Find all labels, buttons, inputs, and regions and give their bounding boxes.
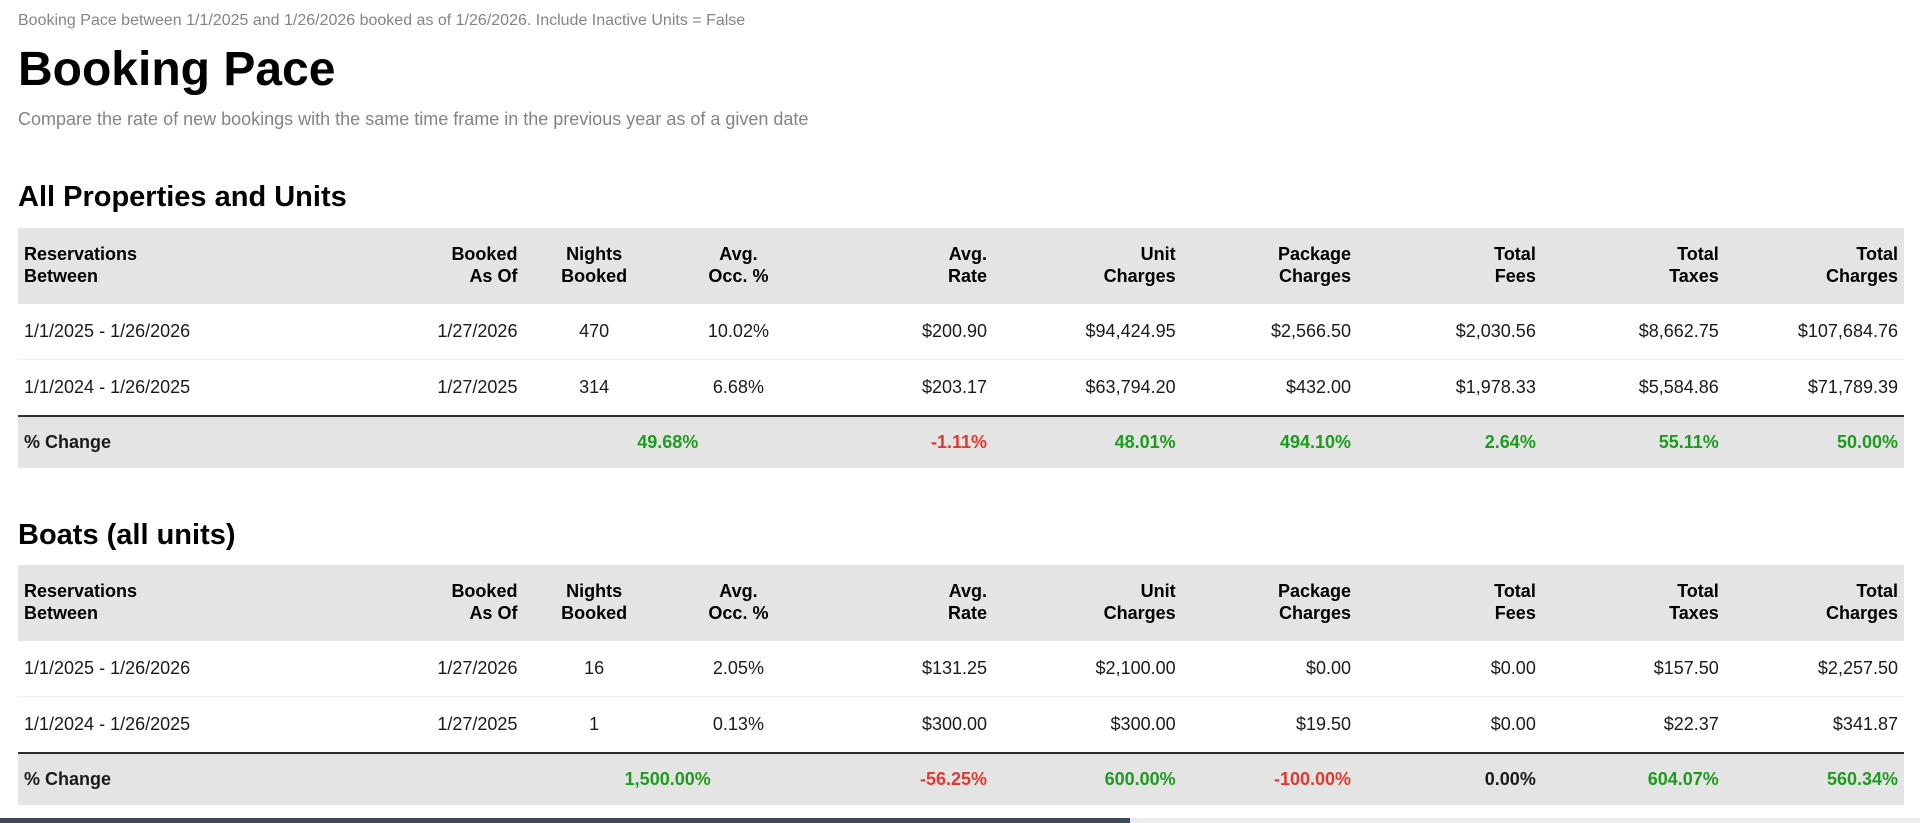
cell-avg-rate: $131.25 xyxy=(811,641,994,698)
cell-nights-booked: 470 xyxy=(523,303,665,360)
column-header-avg-occ: Avg. Occ. % xyxy=(664,565,812,642)
cell-unit-charges: $94,424.95 xyxy=(993,303,1182,360)
column-header-total-fees: Total Fees xyxy=(1357,227,1542,304)
cell-nights-booked: 314 xyxy=(523,359,665,417)
column-header-total-charges: Total Charges xyxy=(1724,227,1904,304)
section-heading-boats: Boats (all units) xyxy=(18,518,236,551)
cell-package-charges: $432.00 xyxy=(1181,359,1358,417)
change-total-taxes: 604.07% xyxy=(1541,752,1725,806)
percent-change-row: % Change 49.68% -1.11% 48.01% 494.10% 2.… xyxy=(18,414,1904,468)
change-nights-booked: 49.68% xyxy=(523,414,812,468)
horizontal-scrollbar[interactable] xyxy=(0,818,1920,823)
section-heading-all-properties: All Properties and Units xyxy=(18,180,347,213)
column-header-avg-occ: Avg. Occ. % xyxy=(664,227,812,304)
report-subtitle: Compare the rate of new bookings with th… xyxy=(18,108,809,129)
table-row: 1/1/2024 - 1/26/2025 1/27/2025 314 6.68%… xyxy=(18,359,1904,417)
change-avg-rate: -56.25% xyxy=(811,752,994,806)
cell-package-charges: $19.50 xyxy=(1181,696,1358,754)
cell-reservations-between: 1/1/2025 - 1/26/2026 xyxy=(18,303,392,360)
cell-total-fees: $0.00 xyxy=(1357,696,1542,754)
cell-avg-rate: $300.00 xyxy=(811,696,994,754)
cell-unit-charges: $300.00 xyxy=(993,696,1182,754)
cell-booked-as-of: 1/27/2026 xyxy=(391,641,524,698)
cell-unit-charges: $2,100.00 xyxy=(993,641,1182,698)
change-avg-rate: -1.11% xyxy=(811,414,994,468)
booking-pace-table-boats: Reservations Between Booked As Of Nights… xyxy=(18,565,1904,806)
change-total-taxes: 55.11% xyxy=(1541,414,1725,468)
cell-package-charges: $0.00 xyxy=(1181,641,1358,698)
cell-total-fees: $1,978.33 xyxy=(1357,359,1542,417)
table-header-row: Reservations Between Booked As Of Nights… xyxy=(18,565,1904,642)
table-row: 1/1/2024 - 1/26/2025 1/27/2025 1 0.13% $… xyxy=(18,696,1904,754)
cell-total-charges: $71,789.39 xyxy=(1724,359,1904,417)
cell-nights-booked: 16 xyxy=(523,641,665,698)
table-row: 1/1/2025 - 1/26/2026 1/27/2026 470 10.02… xyxy=(18,303,1904,360)
column-header-unit-charges: Unit Charges xyxy=(993,227,1182,304)
cell-avg-occ: 0.13% xyxy=(664,696,812,754)
cell-total-taxes: $22.37 xyxy=(1541,696,1725,754)
cell-reservations-between: 1/1/2025 - 1/26/2026 xyxy=(18,641,392,698)
column-header-total-taxes: Total Taxes xyxy=(1541,565,1725,642)
cell-total-taxes: $157.50 xyxy=(1541,641,1725,698)
percent-change-label: % Change xyxy=(18,752,524,806)
change-package-charges: -100.00% xyxy=(1181,752,1358,806)
percent-change-row: % Change 1,500.00% -56.25% 600.00% -100.… xyxy=(18,752,1904,806)
column-header-nights-booked: Nights Booked xyxy=(523,227,665,304)
change-nights-booked: 1,500.00% xyxy=(523,752,812,806)
change-total-fees: 0.00% xyxy=(1357,752,1542,806)
cell-avg-occ: 6.68% xyxy=(664,359,812,417)
cell-total-charges: $341.87 xyxy=(1724,696,1904,754)
cell-total-charges: $2,257.50 xyxy=(1724,641,1904,698)
percent-change-label: % Change xyxy=(18,414,524,468)
cell-total-fees: $2,030.56 xyxy=(1357,303,1542,360)
report-page: Booking Pace between 1/1/2025 and 1/26/2… xyxy=(18,12,1904,806)
cell-avg-rate: $200.90 xyxy=(811,303,994,360)
report-parameters-line: Booking Pace between 1/1/2025 and 1/26/2… xyxy=(18,12,746,29)
cell-total-taxes: $8,662.75 xyxy=(1541,303,1725,360)
column-header-avg-rate: Avg. Rate xyxy=(811,227,994,304)
cell-booked-as-of: 1/27/2026 xyxy=(391,303,524,360)
cell-total-taxes: $5,584.86 xyxy=(1541,359,1725,417)
change-unit-charges: 48.01% xyxy=(993,414,1182,468)
page-title: Booking Pace xyxy=(18,43,336,96)
cell-reservations-between: 1/1/2024 - 1/26/2025 xyxy=(18,696,392,754)
cell-package-charges: $2,566.50 xyxy=(1181,303,1358,360)
column-header-reservations-between: Reservations Between xyxy=(18,565,392,642)
table-row: 1/1/2025 - 1/26/2026 1/27/2026 16 2.05% … xyxy=(18,641,1904,698)
column-header-total-charges: Total Charges xyxy=(1724,565,1904,642)
cell-booked-as-of: 1/27/2025 xyxy=(391,696,524,754)
cell-unit-charges: $63,794.20 xyxy=(993,359,1182,417)
column-header-reservations-between: Reservations Between xyxy=(18,227,392,304)
cell-booked-as-of: 1/27/2025 xyxy=(391,359,524,417)
column-header-total-taxes: Total Taxes xyxy=(1541,227,1725,304)
cell-avg-occ: 2.05% xyxy=(664,641,812,698)
cell-total-fees: $0.00 xyxy=(1357,641,1542,698)
column-header-booked-as-of: Booked As Of xyxy=(391,227,524,304)
change-total-charges: 50.00% xyxy=(1724,414,1904,468)
horizontal-scrollbar-thumb[interactable] xyxy=(0,818,1130,823)
column-header-total-fees: Total Fees xyxy=(1357,565,1542,642)
cell-total-charges: $107,684.76 xyxy=(1724,303,1904,360)
table-header-row: Reservations Between Booked As Of Nights… xyxy=(18,227,1904,304)
cell-avg-rate: $203.17 xyxy=(811,359,994,417)
column-header-unit-charges: Unit Charges xyxy=(993,565,1182,642)
cell-nights-booked: 1 xyxy=(523,696,665,754)
change-unit-charges: 600.00% xyxy=(993,752,1182,806)
column-header-avg-rate: Avg. Rate xyxy=(811,565,994,642)
cell-avg-occ: 10.02% xyxy=(664,303,812,360)
column-header-package-charges: Package Charges xyxy=(1181,227,1358,304)
change-package-charges: 494.10% xyxy=(1181,414,1358,468)
cell-reservations-between: 1/1/2024 - 1/26/2025 xyxy=(18,359,392,417)
column-header-nights-booked: Nights Booked xyxy=(523,565,665,642)
column-header-booked-as-of: Booked As Of xyxy=(391,565,524,642)
booking-pace-table-all-properties: Reservations Between Booked As Of Nights… xyxy=(18,227,1904,468)
column-header-package-charges: Package Charges xyxy=(1181,565,1358,642)
change-total-fees: 2.64% xyxy=(1357,414,1542,468)
change-total-charges: 560.34% xyxy=(1724,752,1904,806)
